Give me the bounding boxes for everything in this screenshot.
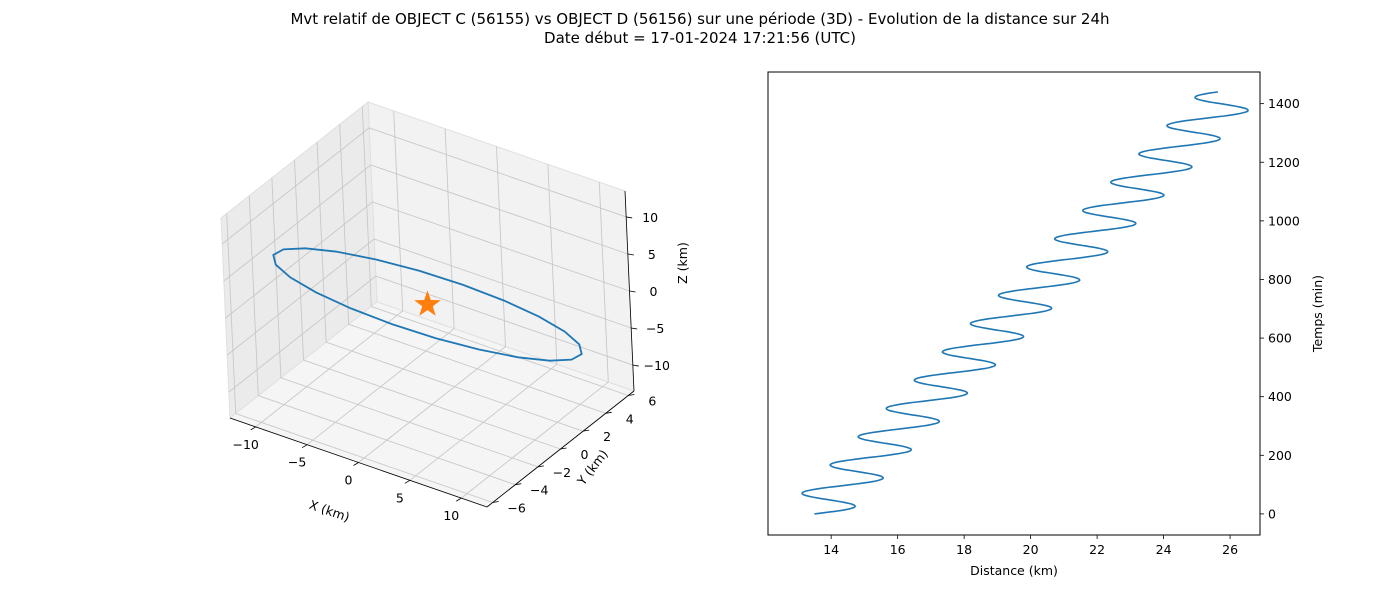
y-tick-label: 1400 xyxy=(1268,96,1300,111)
x-tick-label-3d: −5 xyxy=(288,455,306,470)
gridline-x xyxy=(358,146,506,463)
z-tick-label-3d: 10 xyxy=(642,210,658,225)
x-tick-label: 24 xyxy=(1156,542,1172,557)
y-tick-mark-3d xyxy=(515,483,522,486)
y-axis-label-3d: Y (km) xyxy=(573,447,611,489)
y-tick-label-3d: −6 xyxy=(507,501,525,516)
x-tick-label: 18 xyxy=(956,542,972,557)
distance-series-line xyxy=(801,91,1249,515)
x-tick-mark-3d xyxy=(404,479,411,484)
grid-3d xyxy=(221,106,633,503)
gridline-z xyxy=(226,238,632,356)
y-tick-mark-3d xyxy=(537,465,544,468)
x-tick-label-3d: −10 xyxy=(233,437,259,452)
y-tick-label-3d: −2 xyxy=(553,465,571,480)
y-axis-label: Temps (min) xyxy=(1310,275,1325,353)
y-tick-mark-3d xyxy=(605,411,612,414)
gridline-y xyxy=(294,159,561,450)
y-tick-label-3d: 4 xyxy=(626,411,634,426)
x-tick-label: 16 xyxy=(890,542,906,557)
x-tick-mark-3d xyxy=(456,497,462,502)
z-axis-label-3d: Z (km) xyxy=(675,242,690,284)
gridline-z xyxy=(228,275,633,393)
z-tick-mark-3d xyxy=(629,290,636,293)
plot-frame xyxy=(767,71,1261,536)
y-tick-label: 800 xyxy=(1268,272,1292,287)
title-line-1: Mvt relatif de OBJECT C (56155) vs OBJEC… xyxy=(290,10,1110,28)
x-tick-label: 14 xyxy=(823,542,839,557)
gridline-z xyxy=(221,127,627,245)
gridline-y xyxy=(361,106,629,396)
y-tick-label: 1000 xyxy=(1268,213,1300,228)
z-tick-mark-3d xyxy=(631,327,638,330)
y-tick-label-3d: 0 xyxy=(581,447,589,462)
z-tick-mark-3d xyxy=(626,216,633,219)
title-line-2: Date début = 17-01-2024 17:21:56 (UTC) xyxy=(544,29,856,47)
y-tick-mark-3d xyxy=(560,447,567,450)
y-tick-mark-3d xyxy=(492,501,499,503)
gridline-y xyxy=(248,195,516,486)
gridline-y xyxy=(271,177,539,468)
z-tick-label-3d: 5 xyxy=(648,247,656,262)
gridline-x xyxy=(409,164,558,481)
y-tick-label-3d: −4 xyxy=(530,483,548,498)
y-tick-label-3d: 2 xyxy=(603,429,611,444)
figure-title: Mvt relatif de OBJECT C (56155) vs OBJEC… xyxy=(0,10,1400,48)
x-tick-mark-3d xyxy=(301,444,308,449)
y-tick-label: 400 xyxy=(1268,389,1292,404)
z-tick-label-3d: −10 xyxy=(644,358,670,373)
x-axis-label: Distance (km) xyxy=(970,563,1058,578)
y-tick-mark-3d xyxy=(583,429,590,432)
y-tick-label: 1200 xyxy=(1268,155,1300,170)
z-tick-label-3d: 0 xyxy=(650,284,658,299)
x-tick-label: 26 xyxy=(1222,542,1238,557)
gridline-y xyxy=(339,124,606,414)
x-tick-mark-3d xyxy=(353,462,359,466)
y-tick-label: 600 xyxy=(1268,331,1292,346)
y-tick-label-3d: 6 xyxy=(648,393,656,408)
z-tick-mark-3d xyxy=(627,253,634,256)
x-tick-mark-3d xyxy=(250,426,256,431)
x-tick-label: 20 xyxy=(1023,542,1039,557)
ticks-2d: 14 16 18 20 22 24 26 0 200 400 600 800 1000 1200 1400 xyxy=(823,96,1300,557)
y-tick-mark-3d xyxy=(628,394,635,396)
y-tick-label: 0 xyxy=(1268,506,1276,521)
gridline-y xyxy=(226,213,493,503)
gridline-y xyxy=(316,142,584,432)
x-axis-label-3d: X (km) xyxy=(307,497,351,525)
z-tick-mark-3d xyxy=(632,364,639,367)
x-tick-label: 22 xyxy=(1089,542,1105,557)
gridline-x xyxy=(306,128,455,446)
x-tick-label-3d: 5 xyxy=(396,490,404,505)
gridline-x xyxy=(255,110,404,428)
gridline-z xyxy=(225,201,630,319)
x-tick-label-3d: 0 xyxy=(345,473,353,488)
distance-time-plot: 14 16 18 20 22 24 260200400600800100012001400 … xyxy=(767,71,1325,578)
gridline-x xyxy=(461,182,609,499)
trajectory-line xyxy=(272,247,583,362)
x-tick-label-3d: 10 xyxy=(443,508,459,523)
y-tick-label: 200 xyxy=(1268,448,1292,463)
gridline-z xyxy=(223,164,628,282)
origin-star-marker xyxy=(414,290,441,316)
z-tick-label-3d: −5 xyxy=(646,321,664,336)
